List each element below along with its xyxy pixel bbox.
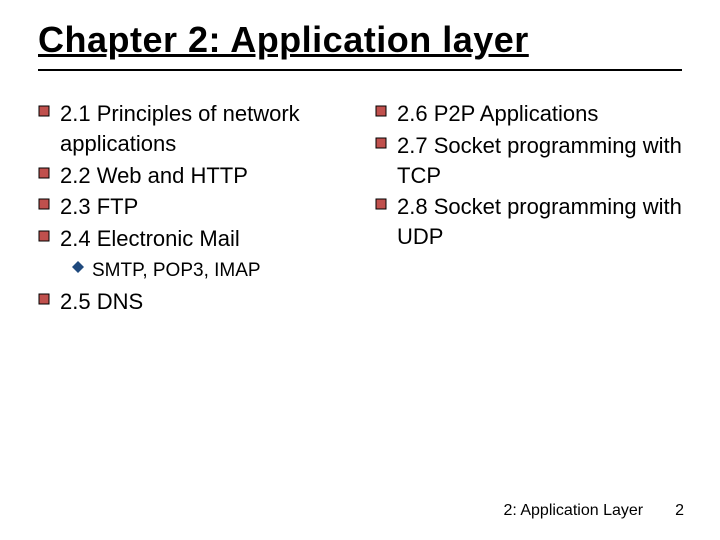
list-item-text: 2.7 Socket programming with TCP xyxy=(397,131,682,190)
list-item-text: 2.6 P2P Applications xyxy=(397,99,682,129)
square-bullet-icon xyxy=(375,192,397,210)
slide-footer: 2: Application Layer 2 xyxy=(503,502,684,520)
sub-list-item: SMTP, POP3, IMAP xyxy=(72,258,345,284)
list-item: 2.7 Socket programming with TCP xyxy=(375,131,682,190)
square-bullet-icon xyxy=(38,99,60,117)
square-bullet-icon xyxy=(38,224,60,242)
list-item-text: 2.5 DNS xyxy=(60,287,345,317)
left-column: 2.1 Principles of network applications 2… xyxy=(38,97,345,319)
diamond-bullet-icon xyxy=(72,258,92,273)
list-item-text: 2.2 Web and HTTP xyxy=(60,161,345,191)
list-item: 2.4 Electronic Mail xyxy=(38,224,345,254)
footer-label: 2: Application Layer xyxy=(503,502,643,520)
list-item-text: 2.4 Electronic Mail xyxy=(60,224,345,254)
square-bullet-icon xyxy=(38,161,60,179)
sub-list-item-text: SMTP, POP3, IMAP xyxy=(92,258,345,284)
content-columns: 2.1 Principles of network applications 2… xyxy=(38,97,682,319)
list-item: 2.6 P2P Applications xyxy=(375,99,682,129)
right-column: 2.6 P2P Applications 2.7 Socket programm… xyxy=(375,97,682,319)
square-bullet-icon xyxy=(375,99,397,117)
list-item-text: 2.3 FTP xyxy=(60,192,345,222)
list-item: 2.2 Web and HTTP xyxy=(38,161,345,191)
list-item: 2.1 Principles of network applications xyxy=(38,99,345,158)
square-bullet-icon xyxy=(375,131,397,149)
square-bullet-icon xyxy=(38,192,60,210)
slide-title: Chapter 2: Application layer xyxy=(38,18,682,61)
page-number: 2 xyxy=(675,502,684,520)
list-item-text: 2.1 Principles of network applications xyxy=(60,99,345,158)
square-bullet-icon xyxy=(38,287,60,305)
slide: Chapter 2: Application layer 2.1 Princip… xyxy=(0,0,720,540)
title-underline-rule xyxy=(38,69,682,71)
list-item: 2.3 FTP xyxy=(38,192,345,222)
list-item: 2.5 DNS xyxy=(38,287,345,317)
list-item: 2.8 Socket programming with UDP xyxy=(375,192,682,251)
list-item-text: 2.8 Socket programming with UDP xyxy=(397,192,682,251)
